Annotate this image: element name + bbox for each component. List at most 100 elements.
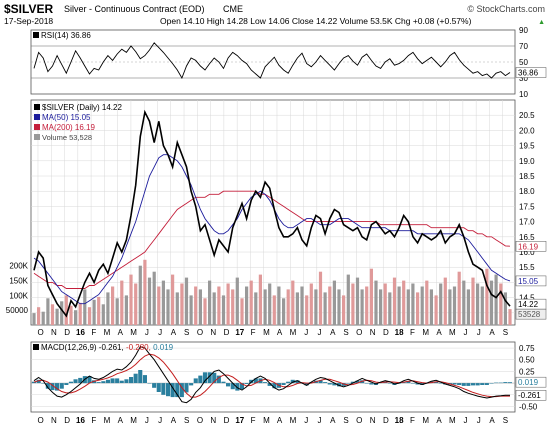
- volume-bar: [106, 292, 110, 325]
- x-axis-label: J: [145, 328, 149, 337]
- volume-bar: [268, 283, 272, 325]
- volume-bar: [240, 298, 244, 325]
- volume-bar: [383, 283, 387, 325]
- macd-histogram-bar: [267, 383, 272, 386]
- x-axis-label: O: [37, 416, 43, 425]
- macd-histogram-bar: [498, 382, 503, 384]
- macd-histogram-bar: [73, 379, 78, 383]
- volume-bar: [379, 289, 383, 325]
- x-axis-label: M: [130, 416, 137, 425]
- symbol: $SILVER: [4, 2, 53, 16]
- x-axis-label: A: [330, 328, 336, 337]
- macd-legend: MACD(12,26,9) -0.261, -0.280, 0.019: [33, 343, 174, 352]
- rsi-tick-label: 30: [519, 74, 528, 83]
- macd-histogram-bar: [193, 378, 198, 384]
- macd-histogram-bar: [364, 383, 369, 384]
- volume-bar: [203, 298, 207, 325]
- rsi-tick-label: 10: [519, 90, 528, 99]
- x-axis-label: D: [64, 416, 70, 425]
- volume-bar: [448, 289, 452, 325]
- macd-histogram-bar: [142, 375, 147, 383]
- x-axis-label: M: [449, 328, 456, 337]
- x-axis-label: S: [503, 328, 508, 337]
- macd-histogram-bar: [230, 383, 235, 390]
- x-axis-label: M: [104, 328, 111, 337]
- volume-bar: [272, 295, 276, 325]
- macd-histogram-bar: [475, 383, 480, 386]
- x-axis-label: J: [318, 416, 322, 425]
- macd-histogram-bar: [170, 383, 175, 398]
- volume-bar: [101, 304, 105, 325]
- volume-axis-labels: 200K 150K 100K 50000: [6, 262, 29, 316]
- brand-logo: © StockCharts.com: [467, 4, 545, 14]
- macd-histogram-bar: [410, 383, 415, 384]
- histogram-last-tag-text: 0.019: [518, 378, 539, 387]
- rsi-last-tag-text: 36.86: [518, 69, 539, 78]
- volume-bar: [420, 286, 424, 325]
- rsi-last-tag: 36.86: [515, 67, 547, 78]
- volume-bar: [337, 289, 341, 325]
- x-axis-label: M: [422, 328, 429, 337]
- ma200-last-tag: 16.19: [515, 241, 547, 252]
- x-axis-label: M: [290, 328, 297, 337]
- x-axis-label: M: [263, 416, 270, 425]
- x-axis-label: F: [91, 416, 96, 425]
- x-axis-label: F: [91, 328, 96, 337]
- macd-histogram-bar: [221, 381, 226, 384]
- volume-bar: [50, 304, 55, 325]
- x-axis-label: J: [145, 416, 149, 425]
- macd-histogram-bar: [235, 383, 240, 391]
- volume-bar: [476, 283, 480, 325]
- volume-bar: [494, 274, 498, 325]
- volume-bar: [499, 283, 503, 325]
- x-axis-label: M: [104, 416, 111, 425]
- x-axis-label: M: [449, 416, 456, 425]
- volume-bar: [282, 298, 286, 325]
- histogram-last-tag-box: [515, 376, 547, 388]
- price-tick-label: 17.0: [519, 218, 535, 227]
- x-axis-label: N: [370, 416, 376, 425]
- ma50-legend-text: MA(50) 15.05: [42, 113, 91, 122]
- x-axis-label: 18: [395, 328, 404, 337]
- volume-bar: [111, 286, 115, 325]
- volume-tick-label: 100K: [9, 291, 28, 300]
- macd-histogram-bar: [156, 383, 161, 392]
- x-axis-label: O: [356, 416, 362, 425]
- x-axis-label: A: [171, 416, 177, 425]
- price-legend: $SILVER (Daily) 14.22 MA(50) 15.05 MA(20…: [34, 103, 122, 142]
- volume-bar: [318, 271, 323, 325]
- x-axis-label: F: [251, 328, 256, 337]
- instrument-name: Silver - Continuous Contract (EOD): [64, 4, 205, 14]
- volume-bar: [342, 295, 346, 325]
- macd-histogram-bar: [175, 383, 180, 398]
- macd-histogram-bar: [50, 383, 55, 391]
- macd-histogram-bar: [480, 383, 485, 385]
- x-axis-label: J: [464, 328, 468, 337]
- macd-histogram-bar: [87, 376, 92, 384]
- x-axis-label: D: [64, 328, 70, 337]
- volume-bar: [69, 305, 73, 325]
- macd-histogram-bar: [147, 383, 152, 384]
- price-legend-swatch: [34, 104, 40, 110]
- macd-histogram-bar: [249, 379, 254, 384]
- x-axis-label: S: [343, 416, 348, 425]
- volume-legend-text: Volume 53,528: [42, 133, 92, 142]
- rsi-axis-labels: 90 70 50 30 10: [519, 26, 528, 99]
- macd-line: [33, 346, 510, 404]
- volume-bar: [328, 286, 332, 325]
- macd-histogram-bar: [202, 372, 207, 383]
- ma50-last-tag-text: 15.05: [518, 277, 539, 286]
- volume-bar: [97, 296, 101, 325]
- volume-bar: [508, 309, 512, 325]
- macd-histogram-bar: [226, 383, 231, 387]
- close-last-tag-text: 14.22: [518, 300, 539, 309]
- x-axis-label: A: [277, 416, 283, 425]
- histogram-last-tag: 0.019: [515, 376, 547, 388]
- volume-bar: [369, 268, 373, 325]
- volume-bar: [194, 286, 198, 325]
- macd-legend-signal: -0.280,: [126, 343, 151, 352]
- volume-bar: [332, 280, 336, 325]
- price-frame: [30, 99, 516, 326]
- x-axis-label: A: [118, 328, 124, 337]
